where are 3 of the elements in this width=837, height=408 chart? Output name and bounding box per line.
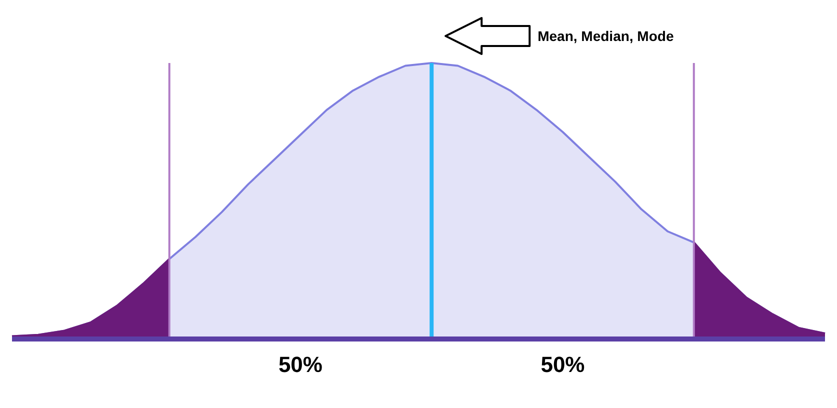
- text: 50%: [540, 352, 586, 378]
- text: 50%: [277, 352, 324, 378]
- text: Mean, Median, Mode: [538, 28, 674, 44]
